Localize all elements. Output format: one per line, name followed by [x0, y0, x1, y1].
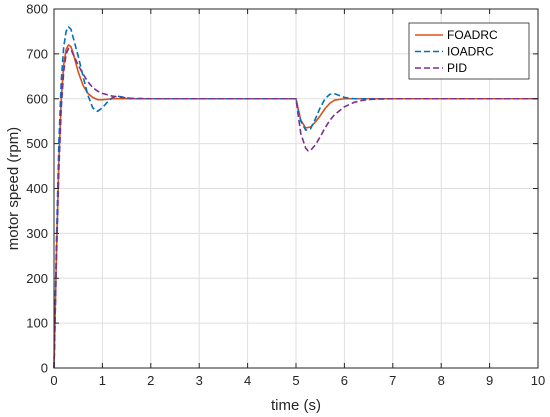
x-tick-label: 1 — [99, 373, 106, 388]
x-tick-label: 9 — [486, 373, 493, 388]
y-tick-label: 600 — [26, 91, 48, 106]
x-tick-label: 0 — [50, 373, 57, 388]
y-tick-label: 100 — [26, 316, 48, 331]
y-tick-label: 400 — [26, 181, 48, 196]
y-tick-label: 700 — [26, 46, 48, 61]
y-tick-label: 0 — [41, 361, 48, 376]
y-tick-label: 500 — [26, 136, 48, 151]
legend-label-foadrc: FOADRC — [447, 28, 498, 42]
legend-label-ioadrc: IOADRC — [447, 45, 494, 59]
x-tick-label: 5 — [292, 373, 299, 388]
y-tick-label: 800 — [26, 2, 48, 17]
x-tick-label: 6 — [341, 373, 348, 388]
x-tick-label: 4 — [244, 373, 251, 388]
plot-area — [53, 26, 538, 369]
legend: FOADRC IOADRC PID — [408, 22, 530, 80]
x-tick-label: 3 — [196, 373, 203, 388]
y-tick-label: 300 — [26, 226, 48, 241]
series-line-pid — [53, 47, 538, 369]
y-axis-label: motor speed (rpm) — [5, 127, 22, 250]
x-tick-label: 2 — [147, 373, 154, 388]
x-tick-label: 8 — [438, 373, 445, 388]
legend-label-pid: PID — [447, 61, 467, 75]
y-tick-label: 200 — [26, 271, 48, 286]
x-axis-label: time (s) — [271, 397, 321, 414]
x-tick-label: 10 — [531, 373, 545, 388]
x-tick-label: 7 — [389, 373, 396, 388]
